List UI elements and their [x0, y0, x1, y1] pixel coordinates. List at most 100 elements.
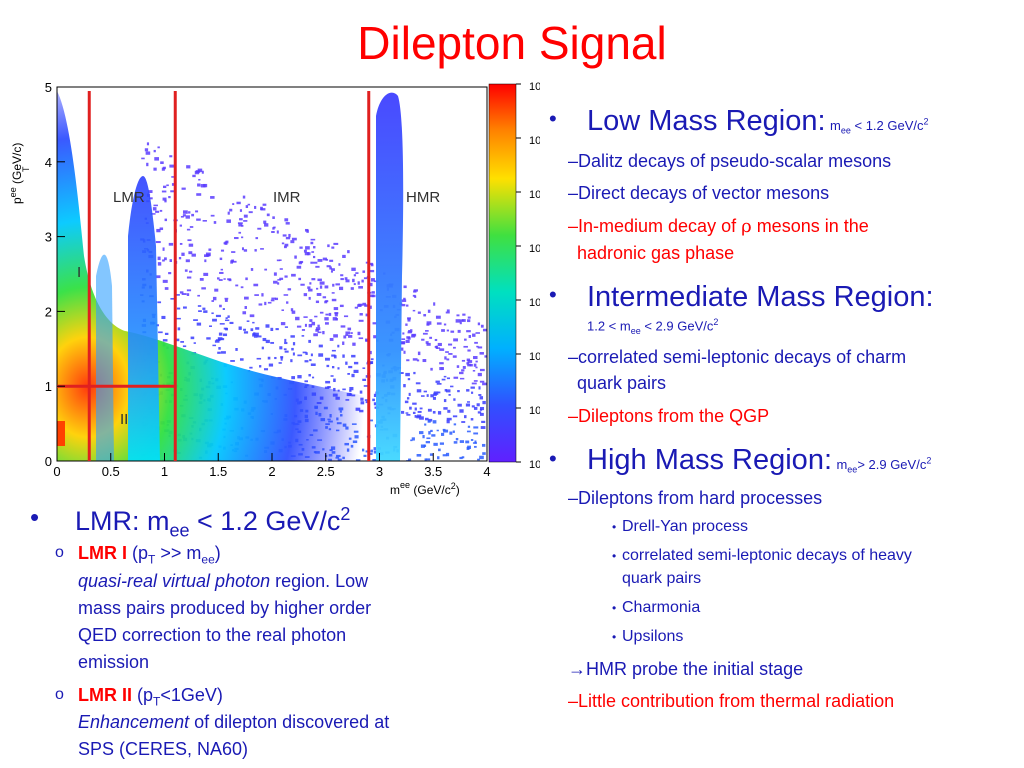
- heatmap-cell: [445, 452, 450, 457]
- heatmap-cell: [333, 242, 339, 245]
- intermediate-mass-item-2: –Dileptons from the QGP: [568, 406, 770, 426]
- heatmap-cell: [247, 203, 251, 206]
- heatmap-cell: [162, 339, 168, 342]
- heatmap-cell: [481, 443, 486, 447]
- heatmap-cell: [162, 259, 165, 262]
- heatmap-cell: [162, 197, 167, 201]
- heatmap-cell: [353, 369, 359, 373]
- heatmap-cell: [218, 332, 223, 336]
- heatmap-cell: [446, 417, 452, 421]
- heatmap-cell: [157, 262, 162, 266]
- heatmap-cell: [319, 285, 323, 289]
- high-mass-heading: High Mass Region: mee> 2.9 GeV/c2: [587, 444, 932, 476]
- heatmap-cell: [196, 218, 201, 221]
- heatmap-cell: [176, 307, 181, 310]
- heatmap-cell: [188, 251, 193, 255]
- heatmap-cell: [291, 310, 296, 314]
- heatmap-cell: [441, 378, 446, 381]
- heatmap-cell: [437, 456, 440, 460]
- heatmap-cell: [206, 253, 211, 257]
- heatmap-cell: [310, 261, 313, 264]
- heatmap-cell: [349, 386, 354, 391]
- heatmap-cell: [368, 453, 373, 455]
- color-scale-tick-label: 10⁻⁹: [529, 459, 540, 471]
- low-mass-item-2: –Direct decays of vector mesons: [568, 183, 830, 203]
- heatmap-cell: [281, 242, 285, 245]
- heatmap-cell: [324, 357, 330, 361]
- heatmap-cell: [286, 301, 289, 304]
- heatmap-cell: [435, 380, 440, 383]
- heatmap-cell: [420, 444, 425, 448]
- heatmap-cell: [303, 293, 308, 297]
- heatmap-cell: [319, 311, 324, 314]
- heatmap-cell: [318, 353, 324, 357]
- heatmap-area: [57, 87, 487, 461]
- heatmap-cell: [243, 331, 249, 334]
- high-sub-item-heavy-line2: quark pairs: [622, 570, 702, 587]
- heatmap-cell: [303, 316, 308, 318]
- heatmap-cell: [364, 304, 370, 307]
- heatmap-cell: [471, 382, 477, 385]
- heatmap-cell: [361, 279, 364, 283]
- heatmap-cell: [477, 322, 481, 326]
- heatmap-cell: [227, 211, 230, 215]
- heatmap-cell: [213, 221, 217, 224]
- heatmap-cell: [373, 335, 377, 339]
- heatmap-cell: [156, 228, 161, 233]
- heatmap-cell: [291, 273, 296, 277]
- heatmap-cell: [400, 347, 404, 351]
- heatmap-cell: [342, 354, 345, 358]
- heatmap-cell: [344, 277, 348, 280]
- heatmap-cell: [248, 211, 253, 214]
- heatmap-cell: [326, 364, 330, 368]
- heatmap-cell: [372, 398, 375, 402]
- heatmap-cell: [461, 359, 466, 362]
- heatmap-cell: [419, 416, 424, 420]
- heatmap-cell: [428, 418, 433, 422]
- heatmap-cell: [373, 447, 377, 451]
- heatmap-cell: [453, 376, 459, 379]
- heatmap-cell: [256, 335, 262, 338]
- heatmap-cell: [182, 214, 186, 217]
- heatmap-cell: [164, 257, 167, 261]
- heatmap-cell: [436, 382, 442, 385]
- heatmap-cell: [315, 265, 320, 268]
- heatmap-cell: [283, 294, 289, 296]
- x-axis-label: mee (GeV/c2): [390, 480, 460, 497]
- heatmap-cell: [268, 363, 274, 367]
- heatmap-cell: [419, 407, 423, 410]
- y-axis-ticks: 0 1 2 3 4 5: [45, 80, 65, 469]
- heatmap-cell: [291, 376, 296, 380]
- heatmap-cell: [242, 195, 246, 199]
- heatmap-cell: [187, 239, 192, 242]
- region-label-hmr: HMR: [406, 189, 440, 206]
- heatmap-cell: [152, 207, 157, 211]
- heatmap-cell: [412, 333, 417, 337]
- heatmap-cell: [433, 391, 439, 395]
- heatmap-cell: [279, 259, 282, 261]
- heatmap-cell: [473, 406, 478, 410]
- heatmap-cell: [155, 241, 161, 244]
- heatmap-cell: [406, 397, 410, 400]
- heatmap-cell: [275, 328, 279, 331]
- heatmap-cell: [413, 289, 418, 292]
- heatmap-cell: [473, 380, 478, 382]
- heatmap-cell: [334, 313, 338, 317]
- heatmap-cell: [219, 323, 225, 325]
- heatmap-cell: [185, 215, 190, 219]
- heatmap-cell: [242, 311, 247, 315]
- heatmap-cell: [284, 243, 289, 247]
- heatmap-cell: [267, 356, 271, 360]
- heatmap-cell: [473, 356, 478, 360]
- heatmap-cell: [220, 249, 225, 252]
- heatmap-cell: [433, 442, 438, 446]
- heatmap-cell: [407, 331, 412, 334]
- heatmap-cell: [327, 244, 330, 248]
- heatmap-cell: [414, 414, 417, 418]
- heatmap-cell: [405, 372, 410, 377]
- heatmap-cell: [345, 361, 348, 365]
- heatmap-cell: [368, 350, 372, 355]
- heatmap-cell: [221, 338, 225, 341]
- heatmap-cell: [431, 434, 436, 437]
- heatmap-cell: [358, 286, 363, 289]
